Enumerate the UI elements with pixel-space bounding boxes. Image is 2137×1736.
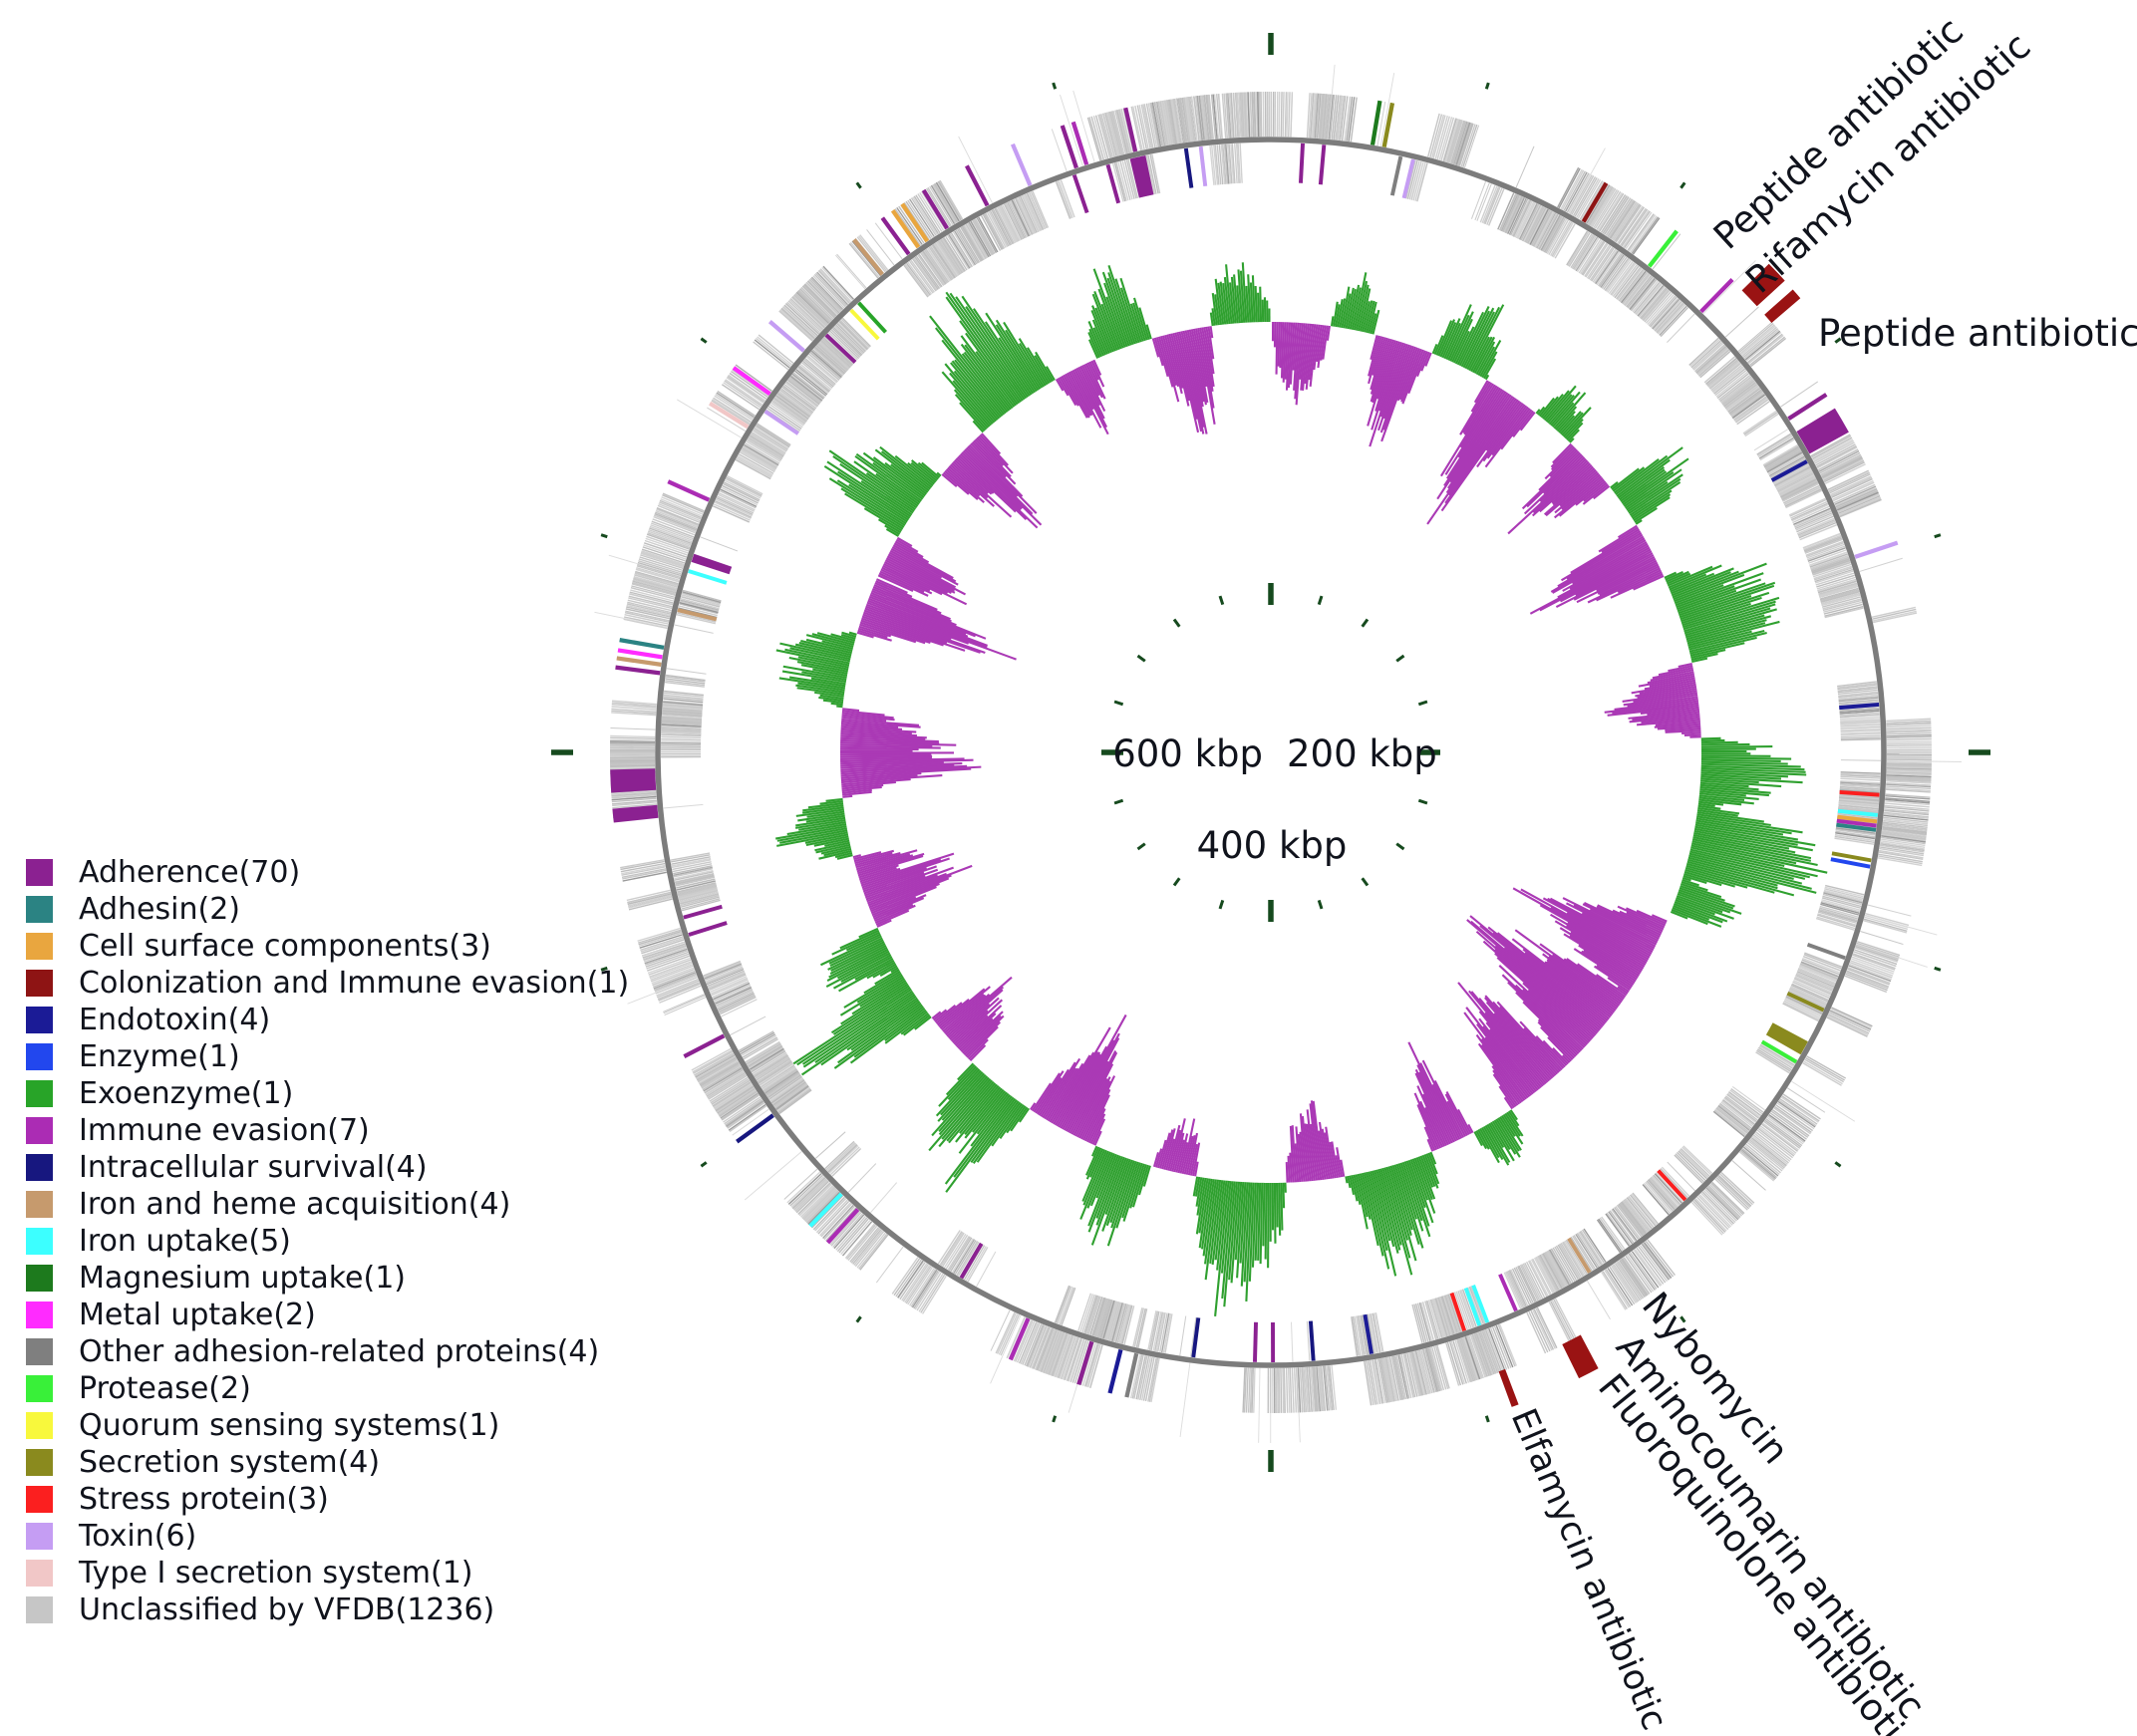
resistance-gene-mark-1 (1764, 289, 1801, 323)
legend-item-quorum: Quorum sensing systems(1) (26, 1407, 629, 1444)
legend-label-unclassified: Unclassified by VFDB(1236) (79, 1591, 495, 1627)
legend-item-iron_heme: Iron and heme acquisition(4) (26, 1186, 629, 1223)
legend-swatch-adherence (26, 859, 53, 886)
center-scale-label-2: 400 kbp (1197, 824, 1348, 867)
legend-item-exoenzyme: Exoenzyme(1) (26, 1075, 629, 1112)
legend-item-stress_protein: Stress protein(3) (26, 1481, 629, 1518)
legend-item-other_adhesion: Other adhesion-related proteins(4) (26, 1333, 629, 1370)
legend-swatch-colonization (26, 970, 53, 997)
legend-swatch-unclassified (26, 1596, 53, 1623)
legend-label-adherence: Adherence(70) (79, 854, 301, 890)
legend-label-secretion_system: Secretion system(4) (79, 1444, 381, 1480)
legend-swatch-exoenzyme (26, 1080, 53, 1107)
legend-item-protease: Protease(2) (26, 1370, 629, 1407)
resistance-gene-mark-2 (1562, 1334, 1599, 1379)
legend-item-intracellular_survival: Intracellular survival(4) (26, 1149, 629, 1186)
legend-swatch-other_adhesion (26, 1338, 53, 1365)
legend-swatch-enzyme (26, 1043, 53, 1070)
legend-label-iron_uptake: Iron uptake(5) (79, 1223, 291, 1259)
center-scale-label-1: 200 kbp (1287, 732, 1437, 775)
legend-swatch-endotoxin (26, 1007, 53, 1033)
legend-label-endotoxin: Endotoxin(4) (79, 1002, 271, 1037)
genome-scale (551, 33, 1990, 1472)
legend-label-toxin: Toxin(6) (79, 1518, 197, 1554)
legend-item-endotoxin: Endotoxin(4) (26, 1002, 629, 1038)
resistance-gene-mark-0 (1741, 263, 1785, 307)
legend-item-iron_uptake: Iron uptake(5) (26, 1223, 629, 1260)
legend-item-toxin: Toxin(6) (26, 1518, 629, 1555)
legend-item-cell_surface: Cell surface components(3) (26, 928, 629, 965)
legend-swatch-iron_heme (26, 1191, 53, 1218)
legend-label-colonization: Colonization and Immune evasion(1) (79, 965, 630, 1001)
legend-label-magnesium_uptake: Magnesium uptake(1) (79, 1260, 406, 1296)
legend-label-adhesin: Adhesin(2) (79, 891, 240, 927)
resistance-marks (1498, 263, 1801, 1407)
legend-swatch-type1_secretion (26, 1560, 53, 1587)
legend-swatch-intracellular_survival (26, 1154, 53, 1181)
legend-item-unclassified: Unclassified by VFDB(1236) (26, 1591, 629, 1628)
legend-swatch-quorum (26, 1412, 53, 1439)
legend-item-secretion_system: Secretion system(4) (26, 1444, 629, 1481)
label-peptide-antibiotic-2: Peptide antibiotic (1818, 312, 2137, 355)
legend-item-magnesium_uptake: Magnesium uptake(1) (26, 1260, 629, 1297)
legend-label-iron_heme: Iron and heme acquisition(4) (79, 1186, 511, 1222)
legend-item-metal_uptake: Metal uptake(2) (26, 1297, 629, 1333)
legend-item-adherence: Adherence(70) (26, 854, 629, 891)
legend-label-protease: Protease(2) (79, 1370, 251, 1406)
legend-swatch-metal_uptake (26, 1302, 53, 1328)
legend-item-type1_secretion: Type I secretion system(1) (26, 1555, 629, 1591)
legend-swatch-immune_evasion (26, 1117, 53, 1144)
virulence-legend: Adherence(70) Adhesin(2) Cell surface comp… (26, 854, 629, 1628)
legend-swatch-adhesin (26, 896, 53, 923)
legend-label-metal_uptake: Metal uptake(2) (79, 1297, 316, 1332)
legend-label-type1_secretion: Type I secretion system(1) (79, 1555, 473, 1591)
legend-label-exoenzyme: Exoenzyme(1) (79, 1075, 294, 1111)
label-aminocoumarin-antibiotic: Aminocoumarin antibiotic (1608, 1326, 1934, 1727)
center-scale-label-0: 600 kbp (1112, 732, 1263, 775)
legend-swatch-magnesium_uptake (26, 1265, 53, 1292)
legend-swatch-protease (26, 1375, 53, 1402)
legend-item-enzyme: Enzyme(1) (26, 1038, 629, 1075)
backbone-circle (655, 137, 1887, 1368)
legend-label-immune_evasion: Immune evasion(7) (79, 1112, 370, 1148)
legend-swatch-iron_uptake (26, 1228, 53, 1255)
legend-swatch-stress_protein (26, 1486, 53, 1513)
legend-item-colonization: Colonization and Immune evasion(1) (26, 965, 629, 1002)
legend-label-other_adhesion: Other adhesion-related proteins(4) (79, 1333, 600, 1369)
center-scale-labels: 600 kbp 200 kbp 400 kbp (1112, 732, 1437, 867)
legend-item-immune_evasion: Immune evasion(7) (26, 1112, 629, 1149)
legend-swatch-cell_surface (26, 933, 53, 960)
legend-item-adhesin: Adhesin(2) (26, 891, 629, 928)
gc-skew-ring (774, 262, 1828, 1316)
legend-label-quorum: Quorum sensing systems(1) (79, 1407, 500, 1443)
legend-label-intracellular_survival: Intracellular survival(4) (79, 1149, 428, 1185)
virulence-gene-ticks (610, 100, 1899, 1398)
resistance-gene-mark-3 (1498, 1368, 1519, 1407)
legend-label-stress_protein: Stress protein(3) (79, 1481, 329, 1517)
legend-label-cell_surface: Cell surface components(3) (79, 928, 491, 964)
legend-swatch-toxin (26, 1523, 53, 1550)
legend-label-enzyme: Enzyme(1) (79, 1038, 240, 1074)
outer-gene-ring (594, 64, 1962, 1444)
legend-swatch-secretion_system (26, 1449, 53, 1476)
